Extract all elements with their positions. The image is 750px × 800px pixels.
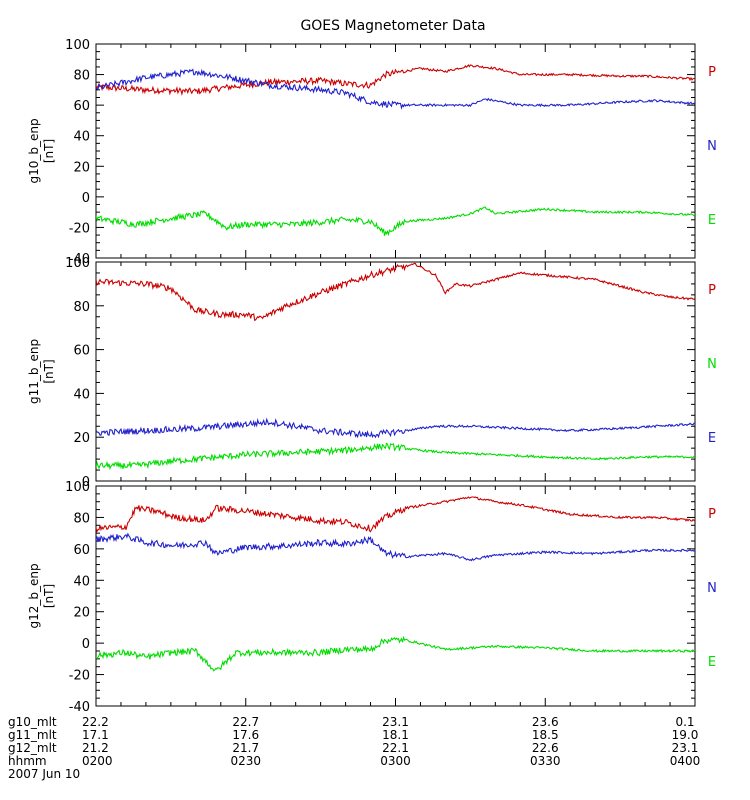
y-tick-label: 40 <box>73 574 90 589</box>
y-tick-label: -40 <box>69 252 90 267</box>
y-tick-label: 60 <box>73 543 90 558</box>
y-tick-label: -20 <box>69 221 90 236</box>
footer-value: 0330 <box>530 754 561 768</box>
footer-value: 19.0 <box>672 728 699 742</box>
y-tick-label: 20 <box>73 160 90 175</box>
series-line-n <box>96 442 695 471</box>
y-axis-unit: [nT] <box>42 359 56 383</box>
footer-value: 22.2 <box>82 715 109 729</box>
y-tick-label: 0 <box>82 637 90 652</box>
footer-value: 23.1 <box>672 741 699 755</box>
y-tick-label: 80 <box>73 69 90 84</box>
y-tick-label: 80 <box>73 300 90 315</box>
y-tick-label: 100 <box>65 38 90 53</box>
footer-row-g10_mlt: g10_mlt 22.2 22.7 23.1 23.6 0.1 <box>8 715 695 729</box>
series-line-e <box>96 206 695 237</box>
footer-value: 23.1 <box>382 715 409 729</box>
series-line-p <box>96 262 695 322</box>
panel-2: 0 20 40 60 80 100 g11_b_enp [nT] P N E <box>27 256 717 490</box>
panel-1: -40 -20 0 20 40 60 80 100 g10_b_enp [nT] P N E <box>27 38 717 267</box>
footer: g10_mlt 22.2 22.7 23.1 23.6 0.1 g11_mlt 17.1 17.… <box>8 715 700 781</box>
y-axis-label: g12_b_enp <box>27 563 41 628</box>
footer-row-label: g11_mlt <box>8 728 57 742</box>
y-tick-label: 40 <box>73 130 90 145</box>
footer-value: 23.6 <box>532 715 559 729</box>
y-axis-unit: [nT] <box>42 584 56 608</box>
y-tick-label: -20 <box>69 669 90 684</box>
y-tick-label: 0 <box>82 475 90 490</box>
footer-row-hhmm: hhmm 0200 0230 0300 0330 0400 <box>8 754 700 768</box>
footer-value: 18.5 <box>532 728 559 742</box>
series-label-e: E <box>708 431 716 446</box>
y-tick-label: 20 <box>73 606 90 621</box>
footer-row-label: g12_mlt <box>8 741 57 755</box>
series-line-e <box>96 417 695 439</box>
footer-value: 0400 <box>670 754 701 768</box>
series-label-e: E <box>708 655 716 670</box>
footer-row-g11_mlt: g11_mlt 17.1 17.6 18.1 18.5 19.0 <box>8 728 698 742</box>
footer-value: 22.1 <box>382 741 409 755</box>
y-axis-label: g11_b_enp <box>27 339 41 404</box>
chart-title: GOES Magnetometer Data <box>300 18 485 34</box>
footer-row-label: g10_mlt <box>8 715 57 729</box>
series-line-p <box>96 64 695 97</box>
footer-value: 22.7 <box>232 715 259 729</box>
series-line-n <box>96 68 695 110</box>
y-tick-label: 0 <box>82 191 90 206</box>
footer-value: 17.6 <box>232 728 259 742</box>
y-tick-label: 100 <box>65 480 90 495</box>
footer-value: 0300 <box>380 754 411 768</box>
y-tick-label: 100 <box>65 256 90 271</box>
footer-date: 2007 Jun 10 <box>8 767 80 781</box>
series-label-p: P <box>708 507 716 522</box>
footer-value: 0.1 <box>675 715 694 729</box>
footer-value: 18.1 <box>382 728 409 742</box>
series-label-p: P <box>708 65 716 80</box>
y-tick-label: -40 <box>69 700 90 715</box>
footer-value: 22.6 <box>532 741 559 755</box>
footer-value: 0200 <box>82 754 113 768</box>
footer-row-g12_mlt: g12_mlt 21.2 21.7 22.1 22.6 23.1 <box>8 741 698 755</box>
footer-value: 0230 <box>230 754 261 768</box>
y-tick-label: 80 <box>73 511 90 526</box>
series-label-n: N <box>707 581 717 596</box>
series-label-e: E <box>708 213 716 228</box>
y-tick-label: 60 <box>73 344 90 359</box>
series-line-e <box>96 635 695 672</box>
footer-value: 21.2 <box>82 741 109 755</box>
footer-row-label: hhmm <box>8 754 47 768</box>
footer-value: 21.7 <box>232 741 259 755</box>
y-tick-label: 40 <box>73 387 90 402</box>
footer-value: 17.1 <box>82 728 109 742</box>
series-line-p <box>96 496 695 533</box>
series-label-n: N <box>707 139 717 154</box>
y-tick-label: 20 <box>73 431 90 446</box>
y-axis-label: g10_b_enp <box>27 118 41 183</box>
series-line-n <box>96 532 695 562</box>
series-label-p: P <box>708 283 716 298</box>
series-label-n: N <box>707 357 717 372</box>
panel-3: -40 -20 0 20 40 60 80 100 g12_b_enp [nT] P N E <box>27 480 717 715</box>
y-tick-label: 60 <box>73 99 90 114</box>
y-axis-unit: [nT] <box>42 139 56 163</box>
